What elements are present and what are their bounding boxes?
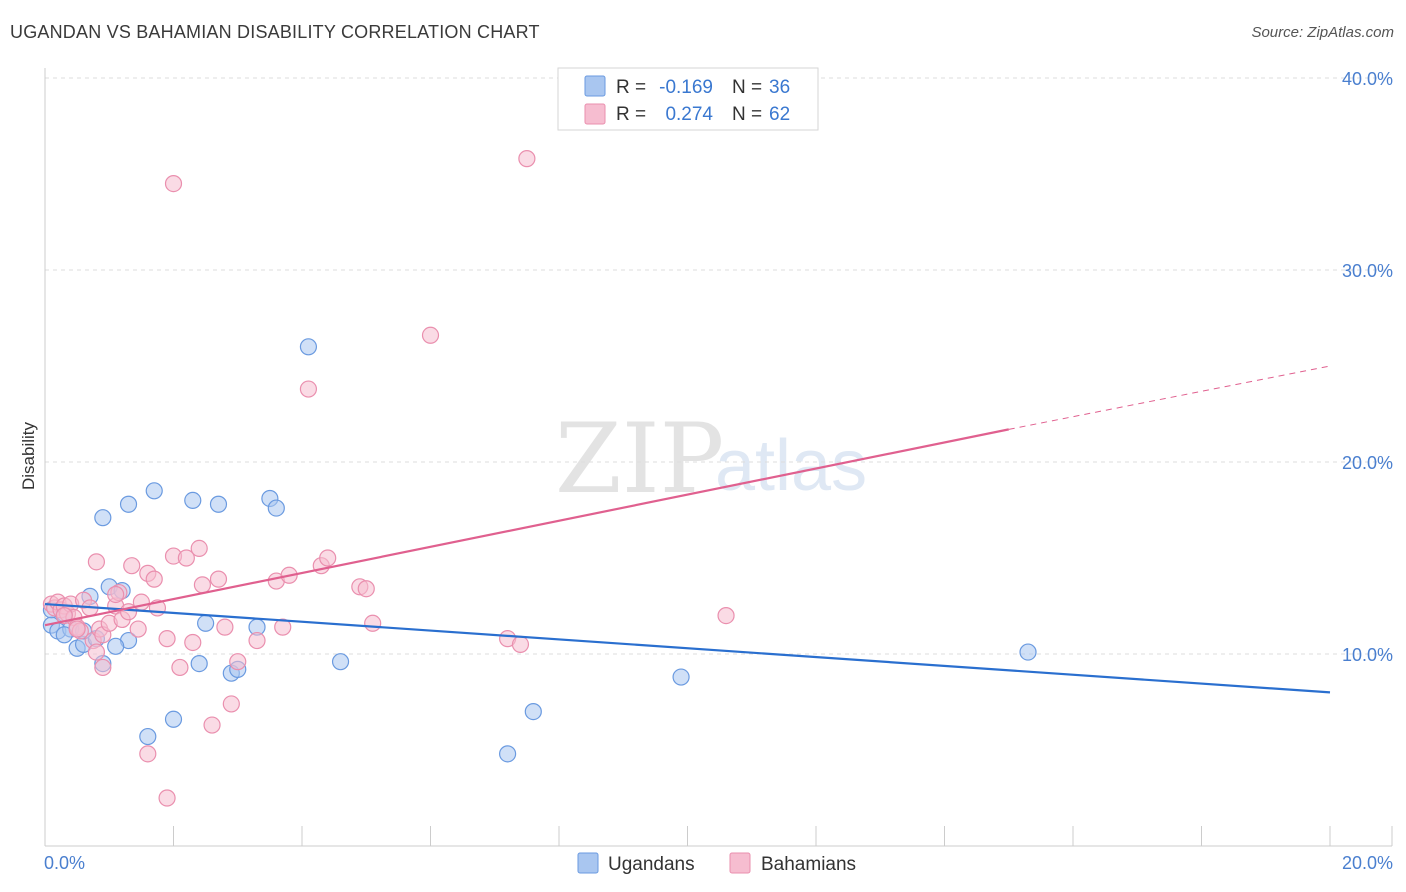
ugandans-point xyxy=(94,509,112,527)
bahamians-point xyxy=(94,658,112,677)
bahamians-point xyxy=(129,620,147,638)
y-tick-label: 20.0% xyxy=(1342,453,1393,473)
legend-ugandans-swatch xyxy=(577,852,599,874)
bahamians-point xyxy=(229,653,247,671)
grid xyxy=(45,77,1392,655)
bahamians-point xyxy=(171,658,189,677)
stats-legend: R = -0.169 N = 36 R = 0.274 N = 62 xyxy=(557,67,819,131)
watermark: ZIP atlas xyxy=(555,403,867,515)
bahamians-point xyxy=(164,175,183,193)
bahamians-point xyxy=(107,585,125,604)
bahamians-point xyxy=(421,326,440,344)
series-legend: Ugandans Bahamians xyxy=(577,852,856,875)
ugandans-point xyxy=(145,482,163,500)
ugandans-point xyxy=(267,499,285,517)
y-tick-label: 30.0% xyxy=(1342,261,1393,281)
bahamians-point xyxy=(203,716,221,734)
ugandans-point xyxy=(499,745,517,763)
ugandans-point xyxy=(299,338,318,356)
bahamians-point xyxy=(87,553,106,571)
bahamians-point xyxy=(319,549,337,567)
ugandans-point xyxy=(331,653,350,671)
chart-title: UGANDAN VS BAHAMIAN DISABILITY CORRELATI… xyxy=(10,22,540,42)
ugandans-point xyxy=(209,495,228,513)
ugandans-point xyxy=(672,668,690,686)
bahamians-point xyxy=(364,614,382,632)
bahamians-point xyxy=(274,618,292,636)
x-tick-label: 20.0% xyxy=(1342,853,1393,873)
bahamians-n-label: N = xyxy=(732,104,762,125)
bahamians-point xyxy=(222,695,240,713)
ugandans-r-value: -0.169 xyxy=(659,77,713,98)
ugandans-swatch xyxy=(584,75,606,97)
bahamians-trend-extension xyxy=(1008,365,1331,430)
bahamians-point xyxy=(357,580,375,598)
source-label: Source: ZipAtlas.com xyxy=(1251,24,1394,41)
bahamians-point xyxy=(511,635,530,654)
bahamians-n-value: 62 xyxy=(769,104,790,125)
y-tick-label: 40.0% xyxy=(1342,69,1393,89)
ugandans-n-label: N = xyxy=(732,77,762,98)
ugandans-point xyxy=(190,654,208,673)
ugandans-point xyxy=(119,495,138,513)
ugandans-point xyxy=(139,727,157,746)
bahamians-point xyxy=(123,557,141,575)
y-tick-label: 10.0% xyxy=(1342,645,1393,665)
bahamians-point xyxy=(717,606,735,625)
bahamians-point xyxy=(193,576,212,594)
ugandans-point xyxy=(164,710,183,728)
watermark-atlas: atlas xyxy=(715,426,867,506)
bahamians-point xyxy=(209,570,228,588)
bahamians-point xyxy=(139,745,157,763)
bahamians-point xyxy=(145,570,163,588)
series-bahamians xyxy=(42,150,735,807)
bahamians-swatch xyxy=(584,103,606,125)
ugandans-point xyxy=(107,637,125,655)
bahamians-point xyxy=(184,633,202,652)
ugandans-trend-line xyxy=(44,602,1331,694)
bahamians-trend-line xyxy=(44,428,1009,627)
legend-bahamians-swatch xyxy=(729,852,751,874)
bahamians-point xyxy=(87,643,106,661)
ugandans-point xyxy=(184,491,202,509)
legend-bahamians-label: Bahamians xyxy=(761,854,856,875)
axes: 10.0% 20.0% 30.0% 40.0% 0.0% 20.0% xyxy=(44,68,1393,873)
legend-ugandans-label: Ugandans xyxy=(608,854,695,875)
bahamians-point xyxy=(299,380,318,398)
ugandans-point xyxy=(197,614,215,632)
bahamians-r-value: 0.274 xyxy=(665,104,713,125)
bahamians-point xyxy=(177,549,195,567)
bahamians-point xyxy=(248,631,266,650)
bahamians-point xyxy=(158,789,176,807)
trend-lines xyxy=(44,365,1331,694)
ugandans-point xyxy=(1019,643,1037,661)
ugandans-r-label: R = xyxy=(616,77,646,98)
bahamians-point xyxy=(158,630,176,648)
y-axis-title: Disability xyxy=(19,421,38,490)
watermark-zip: ZIP xyxy=(555,403,724,515)
bahamians-point xyxy=(518,150,536,168)
ugandans-point xyxy=(524,702,542,721)
bahamians-r-label: R = xyxy=(616,104,646,125)
bahamians-point xyxy=(216,618,234,636)
x-tick-label: 0.0% xyxy=(44,853,85,873)
ugandans-n-value: 36 xyxy=(769,77,790,98)
bahamians-point xyxy=(68,620,86,638)
bahamians-point xyxy=(190,539,208,558)
